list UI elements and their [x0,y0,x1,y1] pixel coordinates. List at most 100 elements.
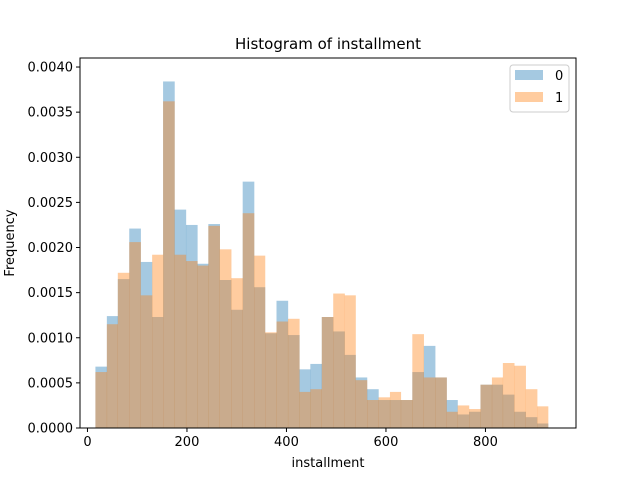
bar-series-0-bin-3 [129,228,141,428]
bar-series-0-bin-34 [480,384,493,428]
bar-series-0-bin-31 [446,400,458,428]
x-tick-label-0: 0 [83,435,91,450]
bar-series-0-bin-17 [287,335,300,428]
bar-series-0-bin-28 [412,372,424,428]
bar-series-0-bin-19 [310,363,322,428]
bar-series-1-bin-4 [140,295,153,428]
bar-series-1-bin-23 [355,380,368,428]
bar-series-1-bin-33 [469,409,481,428]
legend: 0 1 [509,64,570,113]
x-tick-label-1: 200 [175,435,200,450]
bar-series-1-bin-17 [287,318,300,428]
bar-series-0-bin-35 [491,384,504,428]
bar-series-1-bin-29 [423,377,436,428]
bar-series-1-bin-35 [491,377,504,428]
legend-label-1: 1 [555,91,563,106]
bar-series-1-bin-9 [197,265,209,428]
bar-series-0-bin-26 [389,400,402,428]
bar-series-0-bin-25 [378,400,391,428]
bar-series-1-bin-0 [95,372,108,428]
legend-swatch-0 [515,70,543,80]
bar-series-0-bin-27 [400,400,413,428]
bar-series-1-bin-12 [231,278,243,428]
bar-series-1-bin-21 [333,293,345,428]
bar-series-1-bin-3 [129,242,141,428]
y-tick-label-2: 0.0010 [28,331,74,346]
bar-series-0-bin-24 [367,389,379,428]
legend-frame [509,64,570,113]
bar-series-0-bin-6 [163,81,175,429]
bar-series-1-bin-24 [367,400,379,428]
bar-series-1-bin-18 [299,391,311,428]
x-tick-label-4: 800 [473,435,498,450]
x-tick-label-2: 400 [274,435,299,450]
y-tick-label-4: 0.0020 [28,241,74,256]
bar-series-1-bin-22 [344,295,356,428]
bar-series-0-bin-10 [208,224,220,428]
bar-series-0-bin-0 [95,366,108,428]
chart-title: Histogram of installment [235,35,421,53]
bar-series-1-bin-28 [412,334,424,428]
bar-series-0-bin-21 [333,331,345,428]
y-tick-label-8: 0.0040 [28,61,74,76]
bar-series-0-bin-7 [174,209,187,428]
bar-series-0-bin-37 [514,411,526,428]
bar-series-0-bin-1 [106,316,118,428]
bars-layer [95,81,549,429]
bar-series-0-bin-12 [231,309,243,428]
bar-series-0-bin-36 [502,394,515,428]
bar-series-0-bin-39 [537,423,549,428]
bar-series-1-bin-26 [389,391,402,428]
bar-series-0-bin-38 [525,417,538,428]
x-tick-label-3: 600 [374,435,399,450]
bar-series-1-bin-16 [276,321,289,428]
bar-series-1-bin-2 [117,272,130,428]
bar-series-1-bin-10 [208,225,220,428]
plot-area-frame [79,57,577,429]
bar-series-1-bin-36 [502,363,515,428]
bar-series-1-bin-30 [435,377,447,428]
bar-series-0-bin-15 [265,333,277,428]
bar-series-1-bin-6 [163,101,175,428]
y-axis-label: Frequency [3,209,18,276]
bar-series-0-bin-14 [254,287,266,428]
bar-series-0-bin-5 [152,317,164,428]
bar-series-0-bin-20 [321,317,334,428]
bar-series-1-bin-37 [514,365,526,428]
x-axis: 0 200 400 600 800 [83,428,498,450]
y-tick-label-0: 0.0000 [28,422,74,437]
y-tick-label-5: 0.0025 [28,196,74,211]
bar-series-1-bin-19 [310,389,322,428]
x-axis-label: installment [292,456,365,471]
bar-series-1-bin-25 [378,397,391,428]
bar-series-0-bin-33 [469,411,481,428]
legend-label-0: 0 [555,69,563,84]
bar-series-1-bin-14 [254,255,266,428]
bar-series-1-bin-39 [537,406,549,428]
bar-series-1-bin-13 [242,213,255,428]
bar-series-0-bin-9 [197,263,209,428]
bar-series-1-bin-20 [321,317,334,428]
bar-series-0-bin-22 [344,354,356,428]
bar-series-1-bin-5 [152,254,164,428]
bar-series-1-bin-7 [174,254,187,428]
bar-series-1-bin-27 [400,400,413,428]
bar-series-0-bin-2 [117,279,130,428]
bar-series-1-bin-15 [265,332,277,428]
bar-series-1-bin-11 [219,249,232,428]
bar-series-1-bin-31 [446,411,458,428]
bar-series-0-bin-16 [276,300,289,428]
bar-series-1-bin-1 [106,324,118,428]
bar-series-0-bin-4 [140,261,153,428]
bar-series-1-bin-8 [185,261,198,428]
bar-series-1-bin-38 [525,389,538,428]
bar-series-1-bin-34 [480,384,493,428]
bar-series-0-bin-23 [355,377,368,428]
legend-swatch-1 [515,92,543,102]
y-tick-label-3: 0.0015 [28,286,74,301]
bar-series-0-bin-11 [219,280,232,428]
bar-series-0-bin-29 [423,345,436,428]
y-tick-label-7: 0.0035 [28,106,74,121]
bar-series-0-bin-13 [242,181,255,428]
